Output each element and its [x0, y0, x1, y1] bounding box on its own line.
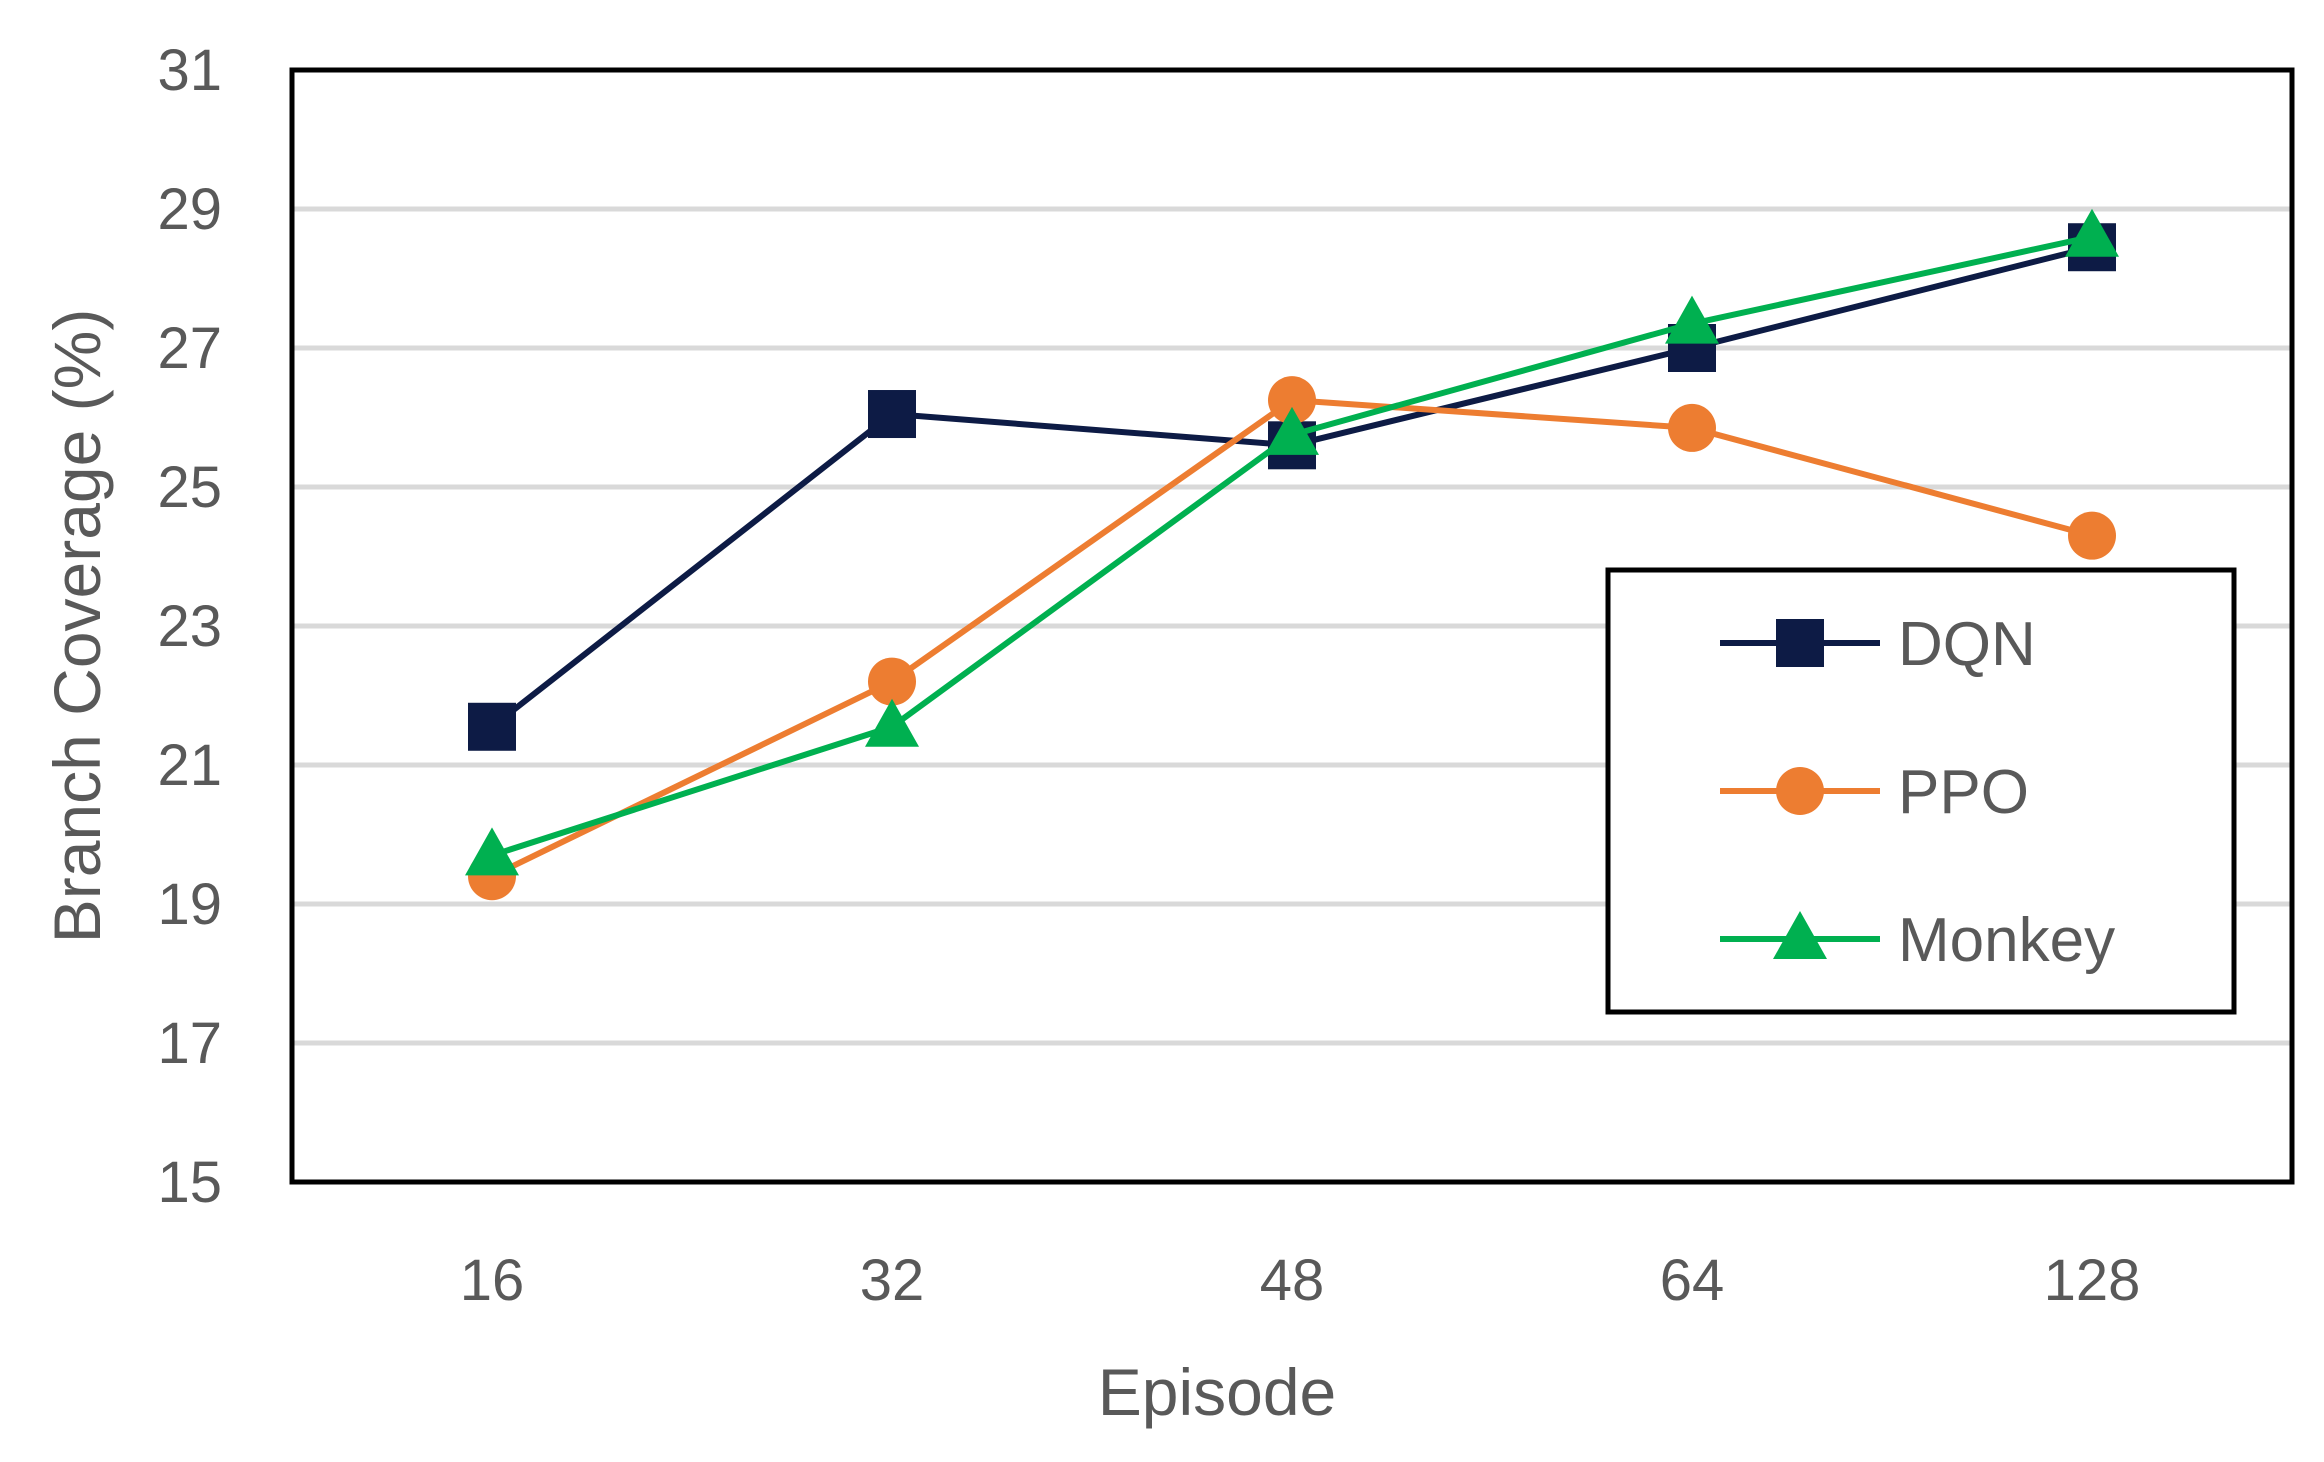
data-point-monkey: [1265, 406, 1319, 455]
legend: DQN PPO Monkey: [1605, 567, 2237, 1015]
legend-item-dqn: DQN: [1720, 610, 2036, 679]
data-point-ppo: [1668, 403, 1716, 452]
y-axis-title: Branch Coverage (%): [40, 309, 114, 944]
data-point-dqn: [868, 390, 916, 439]
y-tick-label: 21: [157, 733, 222, 798]
x-axis-tick-labels: 16 32 48 64 128: [460, 1248, 2141, 1313]
legend-marker-monkey: [1773, 911, 1827, 959]
legend-item-monkey: Monkey: [1720, 906, 2115, 975]
data-point-ppo: [1268, 376, 1316, 425]
plot-area-frame: [289, 67, 2295, 1185]
x-tick-label: 32: [860, 1248, 925, 1313]
legend-marker-ppo: [1776, 767, 1824, 815]
x-tick-label: 16: [460, 1248, 525, 1313]
y-tick-label: 29: [157, 177, 222, 242]
series-layer: [465, 208, 2119, 901]
legend-label: Monkey: [1898, 906, 2115, 975]
y-axis-tick-labels: 15 17 19 21 23 25 27 29 31: [157, 38, 222, 1215]
legend-marker-dqn: [1776, 619, 1824, 667]
data-point-monkey: [465, 827, 519, 876]
data-point-monkey: [865, 698, 919, 747]
legend-label: PPO: [1898, 758, 2029, 827]
x-tick-label: 48: [1260, 1248, 1325, 1313]
x-axis-title: Episode: [1098, 1355, 1337, 1429]
y-tick-label: 23: [157, 594, 222, 659]
x-tick-label: 128: [2044, 1248, 2141, 1313]
data-point-monkey: [1665, 295, 1719, 344]
series-monkey: [465, 208, 2119, 876]
data-point-monkey: [2065, 208, 2119, 257]
data-point-ppo: [2068, 511, 2116, 560]
y-tick-label: 15: [157, 1150, 222, 1215]
data-point-ppo: [868, 657, 916, 706]
y-tick-label: 25: [157, 455, 222, 520]
legend-items: DQN PPO Monkey: [1720, 610, 2115, 975]
y-tick-label: 19: [157, 872, 222, 937]
legend-item-ppo: PPO: [1720, 758, 2029, 827]
legend-label: DQN: [1898, 610, 2036, 679]
legend-box: [1605, 567, 2237, 1015]
y-tick-label: 31: [157, 38, 222, 103]
y-tick-label: 27: [157, 316, 222, 381]
data-point-dqn: [468, 702, 516, 751]
x-tick-label: 64: [1660, 1248, 1725, 1313]
y-tick-label: 17: [157, 1011, 222, 1076]
